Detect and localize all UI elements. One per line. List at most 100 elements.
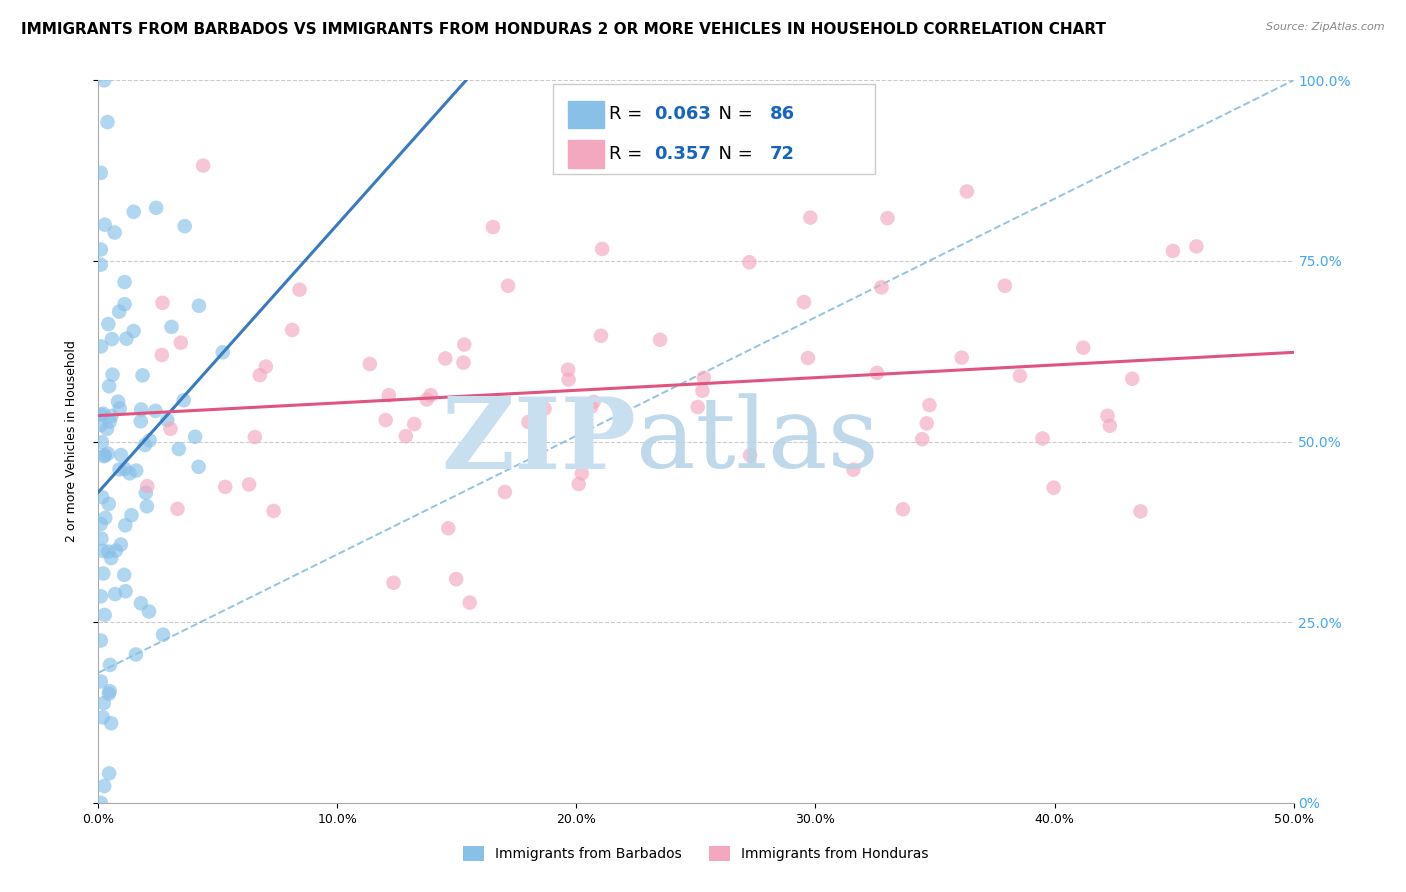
- Point: [100, 551, 122, 566]
- Point: [184, 430, 207, 444]
- Point: [97, 317, 120, 331]
- Point: [94, 218, 117, 232]
- Point: [115, 332, 138, 346]
- Point: [359, 357, 381, 371]
- Text: ZIP: ZIP: [441, 393, 637, 490]
- Point: [866, 366, 889, 380]
- Point: [90, 418, 112, 433]
- Y-axis label: 2 or more Vehicles in Household: 2 or more Vehicles in Household: [65, 341, 77, 542]
- Point: [170, 335, 193, 350]
- Text: R =: R =: [609, 145, 648, 163]
- Point: [494, 485, 516, 500]
- Point: [1071, 341, 1094, 355]
- Point: [152, 628, 174, 642]
- Point: [911, 432, 934, 446]
- Point: [125, 463, 148, 477]
- Point: [482, 220, 505, 235]
- Point: [517, 415, 540, 429]
- Point: [104, 543, 127, 558]
- Point: [93, 607, 115, 622]
- Point: [90, 796, 112, 810]
- Legend: Immigrants from Barbados, Immigrants from Honduras: Immigrants from Barbados, Immigrants fro…: [456, 839, 936, 868]
- Point: [122, 324, 145, 338]
- Point: [150, 348, 173, 362]
- Point: [876, 211, 898, 226]
- Text: Source: ZipAtlas.com: Source: ZipAtlas.com: [1267, 22, 1385, 32]
- Point: [98, 766, 121, 780]
- Point: [160, 319, 183, 334]
- Point: [211, 345, 233, 359]
- Point: [281, 323, 304, 337]
- Point: [108, 462, 131, 476]
- Point: [145, 404, 167, 418]
- Point: [557, 362, 579, 376]
- Point: [437, 521, 460, 535]
- Point: [404, 417, 426, 431]
- Point: [799, 211, 821, 225]
- Point: [90, 408, 112, 422]
- Point: [496, 278, 519, 293]
- Point: [97, 687, 120, 701]
- Point: [90, 516, 112, 531]
- Point: [533, 401, 555, 416]
- Point: [568, 477, 591, 491]
- Text: R =: R =: [609, 105, 648, 123]
- Point: [129, 402, 152, 417]
- Point: [557, 372, 579, 386]
- Text: N =: N =: [707, 105, 758, 123]
- Point: [1185, 239, 1208, 253]
- Point: [994, 278, 1017, 293]
- Point: [842, 463, 865, 477]
- Point: [166, 501, 188, 516]
- Point: [134, 438, 156, 452]
- Point: [156, 413, 179, 427]
- Point: [1121, 372, 1143, 386]
- Point: [950, 351, 973, 365]
- Point: [191, 159, 214, 173]
- Point: [121, 508, 143, 523]
- Point: [591, 242, 613, 256]
- Point: [93, 73, 115, 87]
- Point: [90, 633, 112, 648]
- Point: [395, 429, 418, 443]
- Point: [648, 333, 671, 347]
- Point: [693, 370, 716, 384]
- Point: [114, 518, 136, 533]
- Point: [104, 587, 127, 601]
- Point: [145, 201, 167, 215]
- Point: [98, 379, 121, 393]
- Point: [98, 657, 121, 672]
- Point: [159, 422, 181, 436]
- Text: 72: 72: [770, 145, 794, 163]
- Point: [579, 400, 602, 414]
- Point: [122, 204, 145, 219]
- Point: [97, 497, 120, 511]
- Point: [288, 283, 311, 297]
- Point: [114, 275, 136, 289]
- Point: [91, 566, 114, 581]
- Point: [738, 255, 761, 269]
- FancyBboxPatch shape: [553, 84, 876, 174]
- Point: [738, 448, 761, 462]
- Point: [97, 544, 120, 558]
- Point: [1031, 432, 1053, 446]
- Point: [107, 394, 129, 409]
- Text: N =: N =: [707, 145, 758, 163]
- Point: [571, 467, 593, 481]
- Point: [453, 356, 475, 370]
- Text: 0.357: 0.357: [654, 145, 711, 163]
- Point: [1098, 418, 1121, 433]
- Point: [434, 351, 457, 366]
- Point: [100, 409, 122, 423]
- Point: [93, 449, 115, 463]
- Point: [110, 448, 132, 462]
- Point: [108, 304, 131, 318]
- Point: [1129, 504, 1152, 518]
- Point: [108, 401, 131, 416]
- Point: [131, 368, 153, 383]
- Point: [98, 684, 121, 698]
- Point: [91, 407, 114, 421]
- Point: [129, 414, 152, 428]
- Point: [187, 299, 209, 313]
- Point: [444, 572, 467, 586]
